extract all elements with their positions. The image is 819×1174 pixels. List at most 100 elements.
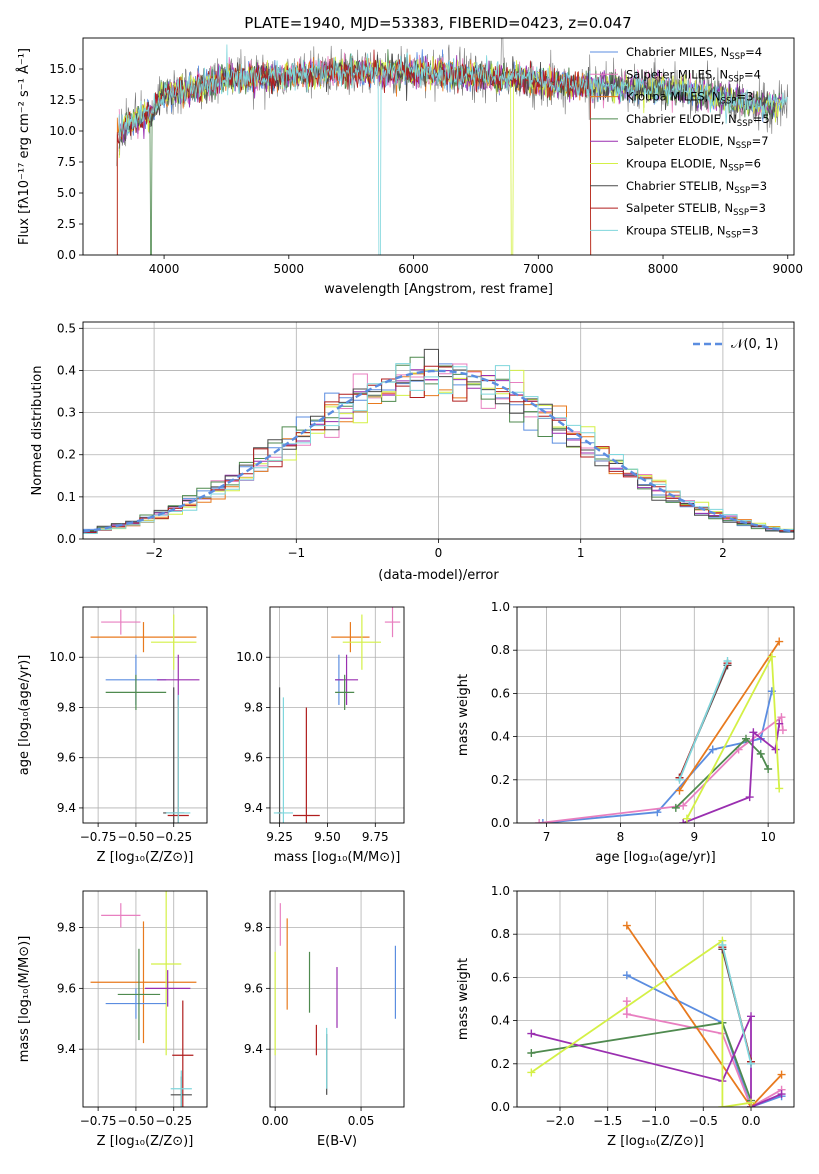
age_vs_mass-ytick-label: 9.4 (244, 801, 263, 815)
age_vs_Z-ytick-label: 10.0 (49, 650, 76, 664)
spectrum-axes: 4000 5000 6000 7000 8000 9000 0.0 2.5 5.0 7.5 10.0… (49, 62, 803, 276)
mw-marker-salpeter_elodie (771, 745, 780, 754)
mass_vs_ebv-ytick-label: 9.8 (244, 921, 263, 935)
residuals-xlabel: (data-model)/error (378, 568, 499, 583)
residuals-ytick-label: 0.1 (57, 490, 76, 504)
massweight_vs_Z-frame (516, 890, 795, 1108)
age_vs_Z-ytick-label: 9.6 (57, 751, 76, 765)
mw-marker-kroupa_stelib (747, 1059, 756, 1068)
massweight_vs_Z-ylabel: mass weight (456, 958, 471, 1040)
spectrum-model-kroupa_stelib (118, 44, 788, 255)
age_vs_mass-ytick-label: 9.6 (244, 751, 263, 765)
massweight_vs_Z-xtick-label: −1.0 (641, 1114, 670, 1128)
mw-marker-salpeter_elodie (679, 819, 688, 823)
legend-label-kroupa_elodie: Kroupa ELODIE, NSSP=6 (626, 157, 761, 174)
spectrum-ytick-label: 2.5 (57, 217, 76, 231)
legend-text: Chabrier ELODIE, N (626, 112, 737, 126)
spectrum-ytick-label: 0.0 (57, 248, 76, 262)
mw-marker-salpeter_elodie (775, 719, 784, 728)
legend-label-chabrier_elodie: Chabrier ELODIE, NSSP=5 (626, 112, 770, 129)
spectrum-xtick-label: 7000 (523, 262, 554, 276)
age_vs_Z-ytick-label: 9.4 (57, 801, 76, 815)
spectrum-xtick-label: 9000 (772, 262, 803, 276)
legend-sub: SSP (733, 208, 749, 218)
mw-marker-chabrier_miles (622, 971, 631, 980)
massweight_vs_Z-ytick-label: 0.4 (491, 1014, 510, 1028)
age_vs_Z-xtick-label: −0.25 (155, 830, 192, 844)
massweight_vs_Z-ytick-label: 0.8 (491, 927, 510, 941)
mw-marker-chabrier_miles (708, 745, 717, 754)
massweight_vs_Z-ytick-label: 1.0 (491, 884, 510, 898)
mass_vs_ebv-xlabel: E(B-V) (317, 1134, 357, 1149)
mw-marker-salpeter_elodie (527, 1029, 536, 1038)
mw-line-salpeter_elodie (682, 723, 781, 823)
age_vs_Z-axes: −0.75 −0.50 −0.25 9.4 9.6 9.8 10.0 (49, 607, 207, 844)
mass_vs_Z-ylabel: mass [log₁₀(M/M⊙)] (17, 936, 32, 1063)
mass_vs_Z-xtick-label: −0.25 (155, 1114, 192, 1128)
mw-marker-salpeter_elodie (745, 793, 754, 802)
spectrum-xlabel: wavelength [Angstrom, rest frame] (324, 282, 553, 297)
mw-marker-chabrier_elodie (764, 765, 773, 773)
mw-marker-kroupa_elodie (747, 1098, 756, 1107)
massweight_vs_age-ytick-label: 0.6 (491, 686, 510, 700)
legend-post: =3 (741, 223, 758, 237)
massweight_vs_age-ylabel: mass weight (456, 674, 471, 756)
spectrum-title: PLATE=1940, MJD=53383, FIBERID=0423, z=0… (244, 14, 631, 32)
massweight_vs_age-xlabel: age [log₁₀(age/yr)] (595, 850, 716, 865)
legend-post: =6 (744, 157, 761, 171)
legend-post: =4 (745, 45, 762, 59)
mw-line-kroupa_stelib (678, 660, 729, 781)
mw-marker-salpeter_elodie (747, 1012, 756, 1021)
massweight_vs_Z-xtick-label: −0.5 (689, 1114, 718, 1128)
massweight_vs_age-ytick-label: 0.4 (491, 730, 510, 744)
age_vs_Z-xlabel: Z [log₁₀(Z/Z⊙)] (97, 850, 194, 865)
massweight_vs_age-frame (516, 606, 795, 824)
mw-line-kroupa_elodie (686, 653, 781, 820)
age_vs_Z-frame (82, 606, 208, 824)
legend-text: Salpeter STELIB, N (626, 201, 733, 215)
legend-sub: SSP (726, 230, 742, 240)
mw-line-kroupa_stelib (721, 944, 752, 1065)
residuals-frame (82, 321, 795, 540)
legend-text: Salpeter ELODIE, N (626, 134, 736, 148)
residuals-ytick-label: 0.3 (57, 406, 76, 420)
mw-marker-kroupa_miles (622, 921, 631, 930)
legend-post: =3 (736, 90, 753, 104)
legend-text: Kroupa ELODIE, N (626, 157, 728, 171)
age_vs_Z-xtick-label: −0.50 (118, 830, 155, 844)
age_vs_mass-xtick-label: 9.25 (266, 830, 293, 844)
mw-marker-kroupa_elodie (718, 1103, 727, 1107)
massweight_vs_Z-axes: −2.0 −1.5 −1.0 −0.5 0.0 0.0 0.2 0.4 0.6 0.8 1.0 (491, 884, 794, 1128)
mass_vs_Z-ytick-label: 9.8 (57, 921, 76, 935)
age_vs_Z-plot (90, 609, 200, 823)
mw-marker-salpeter_elodie (777, 1090, 786, 1099)
residuals-plot (83, 348, 794, 539)
mw-marker-kroupa_elodie (527, 1068, 536, 1077)
massweight_vs_Z-xtick-label: −1.5 (593, 1114, 622, 1128)
mw-marker-chabrier_miles (538, 819, 547, 823)
massweight_vs_Z-plot (527, 921, 786, 1107)
legend-text: Kroupa MILES, N (626, 90, 721, 104)
mw-marker-kroupa_elodie (682, 814, 691, 823)
legend-post: =4 (744, 67, 761, 81)
mw-marker-kroupa_miles (775, 637, 784, 646)
legend-text: Chabrier STELIB, N (626, 179, 734, 193)
mw-marker-salpeter_miles (622, 1010, 631, 1019)
legend-label-chabrier_stelib: Chabrier STELIB, NSSP=3 (626, 179, 767, 196)
mw-line-chabrier_miles (542, 690, 773, 823)
age_vs_mass-xtick-label: 9.50 (314, 830, 341, 844)
spectrum-ytick-label: 15.0 (49, 62, 76, 76)
spectrum-plot (116, 38, 789, 255)
mass_vs_Z-xtick-label: −0.50 (118, 1114, 155, 1128)
legend-sub: SSP (721, 97, 737, 107)
spectrum-xtick-label: 5000 (274, 262, 305, 276)
mw-line-kroupa_elodie (530, 938, 752, 1107)
spectrum-ytick-label: 7.5 (57, 155, 76, 169)
legend-label-salpeter_miles: Salpeter MILES, NSSP=4 (626, 67, 761, 84)
mass_vs_ebv-xtick-label: 0.05 (348, 1114, 375, 1128)
spectrum-xtick-label: 4000 (149, 262, 180, 276)
residuals-ytick-label: 0.4 (57, 363, 76, 377)
massweight_vs_age-axes: 7 8 9 10 0.0 0.2 0.4 0.6 0.8 1.0 (491, 600, 794, 844)
